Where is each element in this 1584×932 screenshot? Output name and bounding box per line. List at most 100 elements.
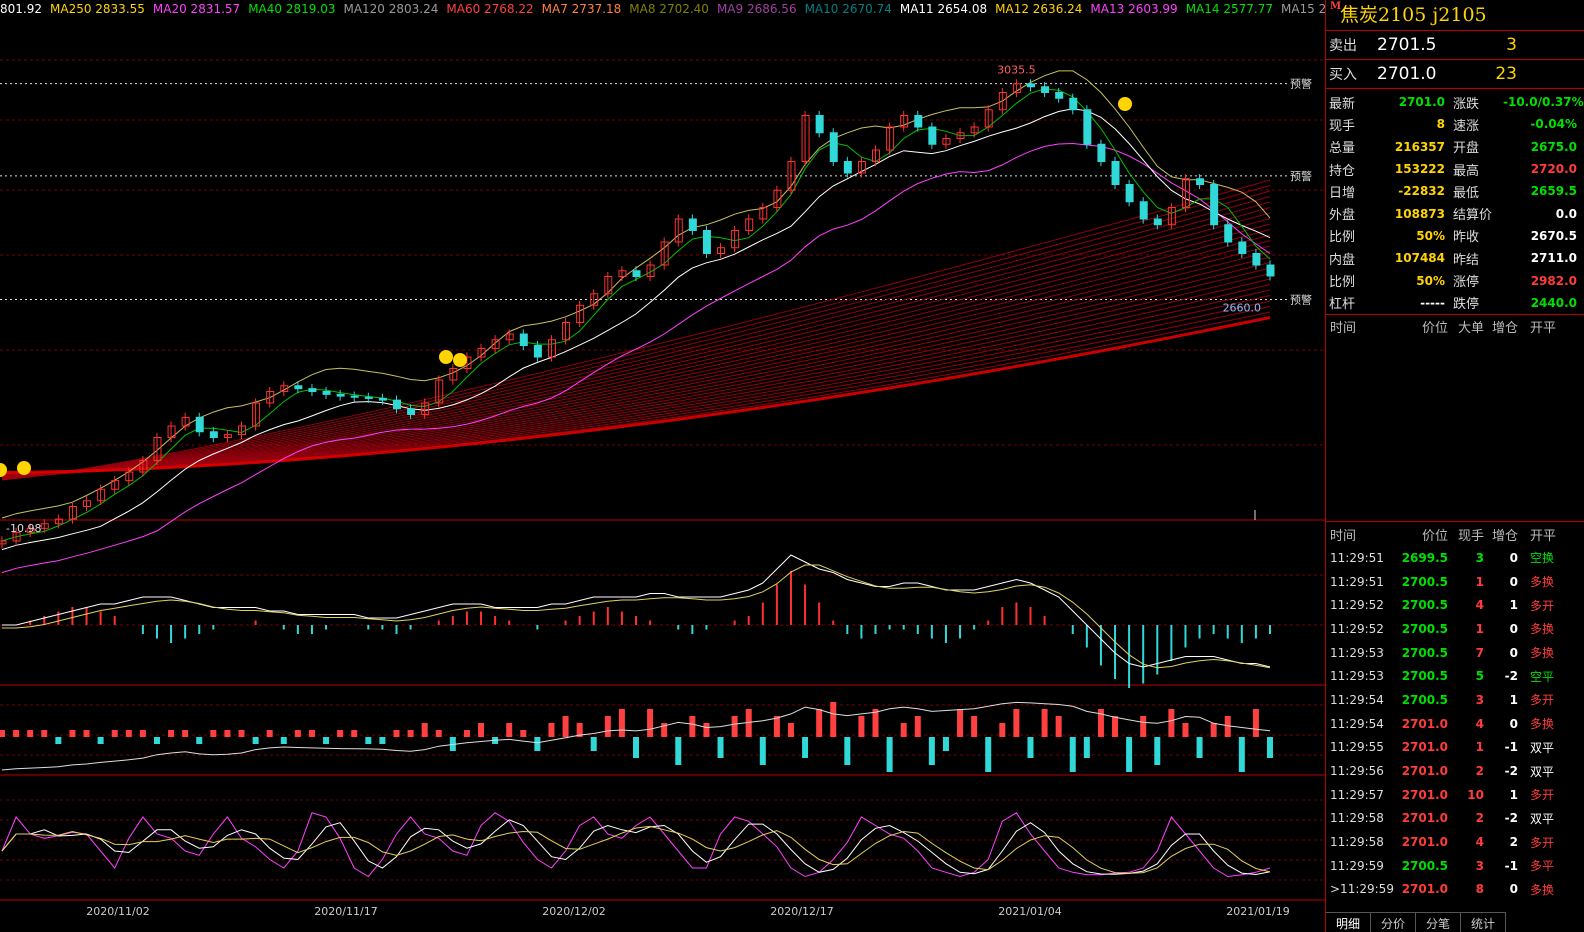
- candle-body: [322, 391, 331, 395]
- volume-bar: [717, 737, 724, 758]
- volume-bar: [506, 723, 513, 737]
- candle-body: [167, 425, 176, 438]
- candle-body: [1181, 178, 1190, 208]
- volume-bar: [252, 737, 259, 744]
- tick-row[interactable]: 11:29:54 2700.5 3 1 多开: [1326, 688, 1584, 712]
- tick-row[interactable]: 11:29:56 2701.0 2 -2 双平: [1326, 759, 1584, 783]
- quote-row: 比例 50% 昨收 2670.5: [1326, 225, 1584, 247]
- ask-row[interactable]: 卖出 2701.5 3: [1326, 30, 1584, 59]
- quote-row: 持仓 153222 最高 2720.0: [1326, 158, 1584, 180]
- volume-bar: [1013, 709, 1020, 737]
- candle-body: [1238, 241, 1247, 254]
- tick-cell: 11:29:55: [1330, 740, 1384, 755]
- candle-body: [491, 339, 500, 349]
- ma-legend-item: MA250 2833.55: [50, 2, 145, 16]
- x-tick-label: 2021/01/04: [998, 905, 1061, 918]
- bottom-tabs[interactable]: 明细 分价 分笔 统计: [1326, 912, 1584, 932]
- volume-bar: [435, 730, 442, 737]
- candle-body: [1097, 143, 1106, 162]
- candle-body: [801, 115, 810, 162]
- tick-row[interactable]: 11:29:52 2700.5 1 0 多换: [1326, 617, 1584, 641]
- volume-bar: [1069, 737, 1076, 772]
- volume-bar: [168, 730, 175, 737]
- bid-row[interactable]: 买入 2701.0 23: [1326, 59, 1584, 88]
- volume-bar: [999, 723, 1006, 737]
- tick-row[interactable]: 11:29:59 2700.5 3 -1 多平: [1326, 854, 1584, 878]
- ma-legend-item: 801.92: [0, 2, 42, 16]
- volume-bar: [872, 709, 879, 737]
- candle-body: [294, 385, 303, 390]
- smiley-icon: [439, 350, 453, 364]
- tick-cell: 3: [1475, 550, 1484, 565]
- tick-row[interactable]: 11:29:51 2700.5 1 0 多换: [1326, 570, 1584, 594]
- ma-legend: 801.92 MA250 2833.55 MA20 2831.57 MA40 2819…: [0, 0, 1325, 18]
- quote-label: 跌停: [1453, 297, 1480, 313]
- alert-label: 预警: [1290, 293, 1312, 307]
- tick-row[interactable]: 11:29:58 2701.0 2 -2 双平: [1326, 807, 1584, 831]
- tick-cell: 0: [1509, 550, 1518, 565]
- volume-bar: [238, 730, 245, 737]
- tick-cell: 2700.5: [1401, 598, 1448, 613]
- volume-bar: [985, 737, 992, 772]
- ma-fan-line: [1, 185, 1271, 481]
- tick-cell: 11:29:52: [1330, 598, 1384, 613]
- volume-bar: [1041, 709, 1048, 737]
- quote-label: 外盘: [1329, 208, 1356, 224]
- candle-body: [815, 115, 824, 134]
- tick-row[interactable]: 11:29:55 2701.0 1 -1 双平: [1326, 736, 1584, 760]
- tick-row[interactable]: >11:29:59 2701.0 8 0 多换: [1326, 878, 1584, 902]
- tick-cell: 1: [1475, 574, 1484, 589]
- smiley-icon: [1118, 97, 1132, 111]
- candle-body: [139, 460, 148, 473]
- tick-cell: 多换: [1530, 575, 1555, 590]
- candle-body: [928, 126, 937, 145]
- tick-cell: >11:29:59: [1330, 882, 1394, 897]
- ask-volume: 3: [1506, 35, 1517, 55]
- volume-bar: [759, 737, 766, 765]
- candle-body: [618, 270, 627, 277]
- volume-bar: [942, 737, 949, 751]
- tick-cell: 11:29:58: [1330, 811, 1384, 826]
- candle-body: [111, 480, 120, 490]
- tick-row[interactable]: 11:29:51 2699.5 3 0 空换: [1326, 546, 1584, 570]
- volume-bar: [463, 730, 470, 737]
- tick-row[interactable]: 11:29:53 2700.5 5 -2 空平: [1326, 664, 1584, 688]
- candle-body: [1153, 218, 1162, 226]
- tick-row[interactable]: 11:29:58 2701.0 4 2 多开: [1326, 830, 1584, 854]
- tab-1[interactable]: 分价: [1371, 912, 1417, 932]
- candle-body: [562, 322, 571, 341]
- tab-0[interactable]: 明细: [1326, 912, 1372, 932]
- quote-value: 2720.0: [1530, 162, 1577, 177]
- chart-area[interactable]: 801.92 MA250 2833.55 MA20 2831.57 MA40 2819…: [0, 0, 1325, 932]
- candle-body: [1069, 97, 1078, 111]
- x-tick-label: 2020/11/17: [314, 905, 377, 918]
- tick-row[interactable]: 11:29:53 2700.5 7 0 多换: [1326, 641, 1584, 665]
- ma-legend-item: MA11 2654.08: [899, 2, 988, 16]
- tab-2[interactable]: 分笔: [1416, 912, 1462, 932]
- tick-cell: 2700.5: [1401, 669, 1448, 684]
- ma-fan-line: [1, 223, 1271, 479]
- macd-label: -10.98: [6, 522, 41, 535]
- column-header: 增仓: [1491, 528, 1518, 544]
- candle-body: [238, 425, 247, 436]
- alert-label: 预警: [1290, 77, 1312, 91]
- tick-row[interactable]: 11:29:52 2700.5 4 1 多开: [1326, 593, 1584, 617]
- tick-cell: -1: [1504, 740, 1518, 755]
- volume-bar: [478, 723, 485, 737]
- ma-fan-line: [1, 201, 1271, 480]
- contract-mark: M: [1330, 1, 1342, 12]
- ma-legend-item: MA8 2702.40: [629, 2, 709, 16]
- tick-cell: 11:29:54: [1330, 692, 1384, 707]
- tick-list[interactable]: 时间 价位 现手 增仓 开平 11:29:51 2699.5 3 0 空换 11:29:51 270…: [1326, 521, 1584, 901]
- tick-row[interactable]: 11:29:57 2701.0 10 1 多开: [1326, 783, 1584, 807]
- candle-body: [97, 488, 106, 502]
- quote-value: -10.0/0.37%: [1503, 95, 1584, 110]
- quote-value: 216357: [1394, 139, 1445, 154]
- volume-bar: [266, 730, 273, 737]
- volume-bar: [703, 723, 710, 737]
- tab-3[interactable]: 统计: [1461, 912, 1507, 932]
- tick-row[interactable]: 11:29:54 2701.0 4 0 多换: [1326, 712, 1584, 736]
- volume-bar: [914, 716, 921, 737]
- quote-value: 2701.0: [1398, 95, 1445, 110]
